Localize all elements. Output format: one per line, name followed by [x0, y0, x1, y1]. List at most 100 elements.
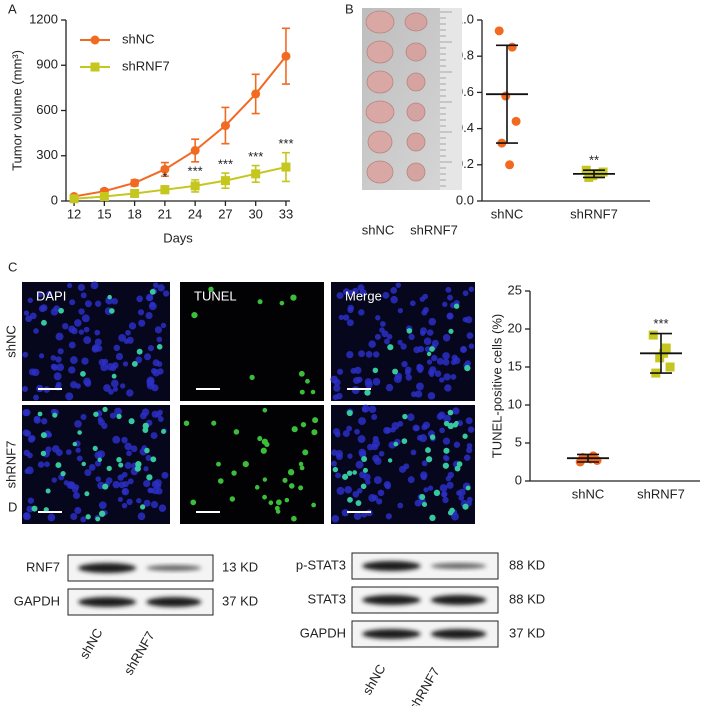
apoptotic-cell	[77, 430, 82, 435]
nucleus	[442, 301, 448, 308]
micrograph	[180, 282, 324, 401]
apoptotic-cell	[419, 493, 426, 500]
marker	[494, 26, 504, 36]
nucleus	[460, 346, 467, 353]
nucleus	[342, 314, 350, 321]
nucleus	[110, 379, 119, 388]
apoptotic-cell	[310, 389, 316, 395]
nucleus	[378, 450, 385, 457]
significance: **	[589, 153, 599, 168]
nucleus	[331, 514, 340, 523]
marker	[220, 176, 230, 186]
nucleus	[427, 392, 436, 400]
marker	[190, 145, 200, 155]
nucleus	[368, 340, 376, 348]
nucleus	[373, 476, 382, 485]
nucleus	[33, 394, 39, 401]
nucleus	[27, 497, 35, 504]
nucleus	[147, 345, 155, 352]
apoptotic-cell	[362, 467, 368, 473]
nucleus	[111, 298, 119, 305]
apoptotic-cell	[37, 411, 43, 417]
nucleus	[75, 447, 81, 453]
nucleus	[55, 356, 62, 363]
nucleus	[357, 435, 366, 444]
apoptotic-cell	[298, 485, 304, 491]
band	[430, 563, 487, 569]
nucleus	[23, 310, 30, 316]
size-label: 13 KD	[222, 559, 258, 574]
nucleus	[157, 416, 164, 423]
marker	[251, 169, 261, 179]
nucleus	[156, 336, 163, 343]
nucleus	[385, 513, 392, 520]
nucleus	[55, 381, 62, 388]
nucleus	[466, 447, 473, 454]
nucleus	[123, 338, 130, 344]
nucleus	[112, 386, 119, 392]
nucleus	[377, 489, 385, 497]
nucleus	[127, 478, 134, 485]
nucleus	[442, 352, 450, 360]
nucleus	[397, 307, 404, 314]
protein-label: STAT3	[307, 591, 346, 606]
apoptotic-cell	[60, 471, 66, 477]
apoptotic-cell	[134, 465, 141, 472]
y-tick-label: 20	[508, 320, 522, 335]
apoptotic-cell	[72, 441, 78, 447]
nucleus	[78, 329, 85, 335]
apoptotic-cell	[118, 462, 124, 468]
nucleus	[397, 502, 404, 509]
nucleus	[447, 294, 453, 301]
nucleus	[50, 363, 57, 370]
nucleus	[352, 490, 360, 498]
nucleus	[108, 389, 114, 395]
protein-label: GAPDH	[300, 625, 346, 640]
nucleus	[443, 414, 451, 423]
apoptotic-cell	[302, 449, 309, 456]
nucleus	[442, 496, 449, 504]
size-label: 88 KD	[509, 557, 545, 572]
apoptotic-cell	[45, 488, 51, 494]
apoptotic-cell	[156, 344, 163, 350]
nucleus	[414, 390, 423, 398]
apoptotic-cell	[149, 288, 156, 295]
apoptotic-cell	[116, 457, 122, 463]
size-label: 37 KD	[222, 593, 258, 608]
nucleus	[121, 487, 130, 496]
nucleus	[47, 513, 56, 522]
apoptotic-cell	[233, 429, 240, 435]
panel-label: A	[8, 1, 17, 16]
apoptotic-cell	[360, 483, 367, 490]
apoptotic-cell	[208, 286, 214, 292]
nucleus	[100, 363, 108, 372]
nucleus	[22, 351, 29, 358]
apoptotic-cell	[102, 483, 109, 490]
nucleus	[414, 499, 422, 507]
nucleus	[70, 381, 78, 389]
apoptotic-cell	[284, 497, 290, 503]
band	[78, 563, 137, 573]
apoptotic-cell	[290, 294, 297, 301]
nucleus	[97, 450, 106, 459]
nucleus	[158, 504, 167, 512]
nucleus	[409, 300, 416, 307]
nucleus	[33, 328, 39, 334]
nucleus	[27, 297, 33, 304]
y-axis-label: Tumor volume (mm³)	[9, 50, 24, 171]
nucleus	[397, 339, 403, 346]
nucleus	[137, 309, 145, 316]
nucleus	[427, 485, 434, 491]
panel-label: D	[8, 499, 17, 514]
apoptotic-cell	[249, 374, 255, 380]
nucleus	[334, 431, 341, 438]
marker	[90, 62, 100, 72]
apoptotic-cell	[257, 299, 263, 305]
nucleus	[333, 384, 341, 392]
nucleus	[401, 361, 408, 368]
nucleus	[424, 346, 431, 352]
apoptotic-cell	[40, 450, 47, 457]
apoptotic-cell	[229, 496, 236, 502]
nucleus	[420, 327, 427, 335]
nucleus	[423, 487, 429, 493]
